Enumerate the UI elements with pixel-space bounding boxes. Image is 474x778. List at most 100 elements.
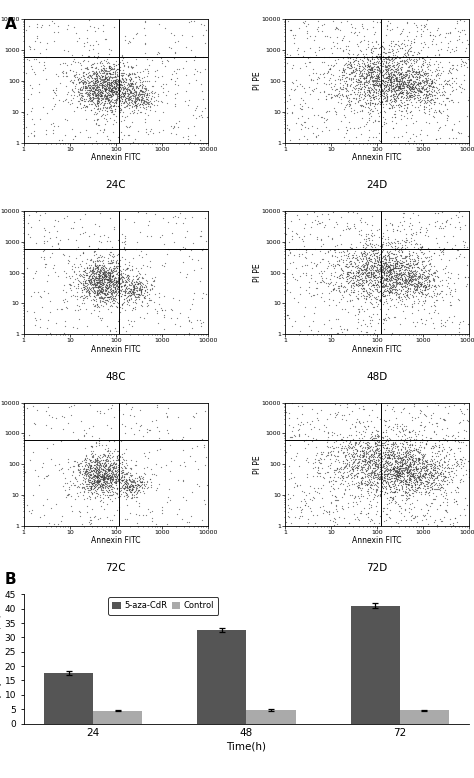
Point: [405, 448, 413, 461]
Point: [370, 58, 378, 70]
Point: [96, 73, 103, 86]
Point: [99, 277, 107, 289]
Point: [420, 87, 428, 100]
Point: [172, 46, 179, 58]
Point: [96, 72, 103, 85]
Point: [36, 321, 44, 333]
Point: [125, 68, 133, 81]
Point: [146, 473, 154, 485]
Point: [401, 300, 409, 313]
Point: [328, 267, 335, 279]
Point: [437, 466, 445, 478]
Point: [104, 279, 111, 291]
Point: [398, 259, 406, 272]
Point: [390, 450, 397, 462]
Point: [386, 282, 394, 295]
Point: [378, 485, 386, 497]
Point: [393, 450, 401, 462]
Point: [112, 324, 120, 337]
Point: [118, 89, 125, 102]
Point: [319, 274, 326, 286]
Point: [43, 42, 50, 54]
Point: [100, 473, 108, 485]
Point: [80, 247, 87, 259]
Point: [100, 268, 107, 281]
Point: [421, 482, 429, 495]
Point: [373, 247, 381, 260]
Point: [92, 88, 100, 100]
Point: [127, 289, 135, 302]
Point: [374, 468, 382, 481]
Point: [421, 279, 429, 291]
Point: [422, 281, 430, 293]
Point: [92, 467, 100, 479]
Point: [98, 79, 106, 91]
Point: [372, 244, 380, 256]
Point: [399, 446, 407, 458]
Point: [400, 447, 407, 460]
Point: [104, 290, 111, 303]
Point: [301, 16, 308, 29]
Point: [399, 274, 406, 286]
Point: [396, 463, 403, 475]
Point: [102, 471, 110, 483]
Point: [109, 87, 116, 100]
Point: [88, 91, 96, 103]
X-axis label: Annexin FITC: Annexin FITC: [353, 345, 402, 354]
Point: [374, 69, 382, 82]
Point: [392, 515, 400, 527]
Point: [361, 237, 369, 249]
Point: [387, 247, 395, 259]
Point: [351, 68, 358, 81]
Point: [404, 244, 411, 256]
Point: [144, 88, 151, 100]
Point: [452, 63, 460, 75]
Point: [358, 18, 365, 30]
Point: [115, 284, 122, 296]
Point: [116, 56, 124, 68]
Point: [129, 286, 137, 299]
Point: [120, 482, 128, 495]
Point: [128, 484, 136, 496]
Point: [387, 449, 394, 461]
Point: [432, 69, 440, 82]
Point: [341, 63, 348, 75]
Point: [439, 294, 447, 307]
Point: [365, 74, 373, 86]
Point: [333, 251, 341, 264]
Point: [413, 84, 421, 96]
Point: [378, 68, 386, 81]
Point: [112, 78, 119, 90]
Point: [374, 286, 382, 298]
Point: [396, 469, 404, 482]
Point: [421, 54, 429, 66]
Point: [370, 274, 378, 286]
Point: [91, 75, 99, 87]
Point: [325, 287, 333, 300]
Point: [70, 65, 77, 77]
Point: [379, 431, 386, 443]
Point: [336, 77, 343, 89]
Point: [143, 300, 150, 312]
Point: [381, 117, 388, 130]
Point: [297, 495, 304, 507]
Point: [73, 322, 81, 335]
Point: [100, 458, 108, 471]
Point: [127, 287, 135, 300]
Point: [407, 86, 415, 99]
Point: [406, 276, 413, 289]
Point: [429, 272, 437, 285]
Point: [184, 99, 192, 111]
Point: [122, 95, 129, 107]
Point: [389, 282, 396, 294]
Point: [108, 270, 116, 282]
Point: [367, 258, 375, 271]
Point: [414, 443, 422, 455]
Point: [463, 110, 471, 122]
Point: [413, 478, 421, 490]
Point: [131, 290, 139, 303]
Point: [399, 76, 407, 89]
Point: [380, 472, 388, 485]
Point: [102, 271, 110, 283]
Point: [146, 294, 154, 307]
